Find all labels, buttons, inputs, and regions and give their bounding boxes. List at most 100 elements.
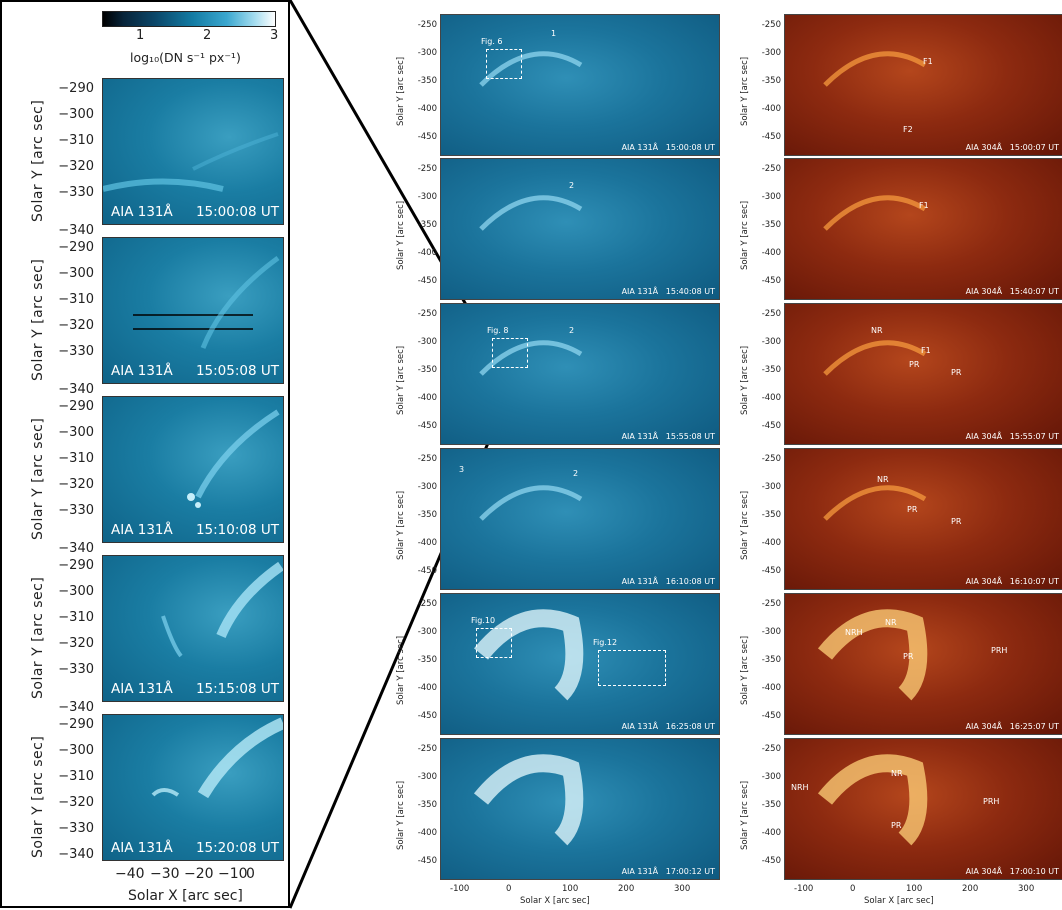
main-y-tick: -250	[751, 454, 781, 464]
zoom-y-tick: −300	[48, 107, 94, 122]
main-y-axis-label: Solar Y [arc sec]	[740, 346, 750, 415]
panel-instrument: AIA 304Å	[966, 287, 1003, 296]
main-x-axis-label: Solar X [arc sec]	[520, 896, 590, 906]
main-y-tick: -300	[751, 482, 781, 492]
panel-time: 16:10:08 UT	[658, 577, 715, 586]
main-y-tick: -400	[751, 683, 781, 693]
main-x-tick: 200	[618, 884, 634, 894]
main-panel-304-2: F1 AIA 304Å 15:40:07 UT	[784, 158, 1062, 300]
main-y-tick: -350	[751, 220, 781, 230]
zoom-y-axis-label: Solar Y [arc sec]	[30, 100, 46, 222]
panel-time: 15:00:07 UT	[1002, 143, 1059, 152]
panel-instrument: AIA 131Å	[622, 432, 659, 441]
main-x-tick: -100	[794, 884, 813, 894]
panel-annotation: Fig. 6	[481, 37, 503, 46]
zoom-y-tick: −320	[48, 318, 94, 333]
zoom-y-axis-label: Solar Y [arc sec]	[30, 577, 46, 699]
zoom-panel-4: AIA 131Å 15:15:08 UT	[102, 555, 284, 702]
zoom-y-tick: −330	[48, 185, 94, 200]
panel-annotation: PR	[891, 821, 901, 830]
main-y-axis-label: Solar Y [arc sec]	[396, 57, 406, 126]
zoom-x-axis-label: Solar X [arc sec]	[128, 888, 243, 904]
zoom-x-tick: −40	[115, 866, 145, 882]
main-y-tick: -450	[751, 566, 781, 576]
main-y-axis-label: Solar Y [arc sec]	[740, 636, 750, 705]
panel-time: 15:00:08 UT	[658, 143, 715, 152]
main-y-axis-label: Solar Y [arc sec]	[396, 781, 406, 850]
zoom-y-tick: −300	[48, 584, 94, 599]
panel-annotation: PR	[907, 505, 917, 514]
main-y-tick: -250	[751, 20, 781, 30]
main-y-tick: -450	[407, 856, 437, 866]
zoom-y-tick: −340	[48, 847, 94, 862]
main-y-tick: -250	[751, 744, 781, 754]
panel-annotation: F1	[921, 346, 931, 355]
zoom-y-tick: −300	[48, 743, 94, 758]
main-x-tick: 0	[506, 884, 511, 894]
main-y-tick: -350	[407, 220, 437, 230]
zoom-time: 15:05:08 UT	[196, 363, 279, 379]
panel-annotation: NR	[885, 618, 897, 627]
colorbar-tick: 3	[270, 28, 278, 43]
panel-annotation: 2	[569, 181, 574, 190]
main-panel-304-1: F1 F2 AIA 304Å 15:00:07 UT	[784, 14, 1062, 156]
panel-caption: AIA 304Å 15:55:07 UT	[966, 432, 1059, 441]
main-y-tick: -300	[407, 772, 437, 782]
zoom-instrument: AIA 131Å	[111, 204, 173, 220]
panel-time: 17:00:10 UT	[1002, 867, 1059, 876]
panel-annotation: NR	[891, 769, 903, 778]
main-y-tick: -250	[751, 309, 781, 319]
zoom-time: 15:20:08 UT	[196, 840, 279, 856]
panel-annotation: 3	[459, 465, 464, 474]
main-y-tick: -300	[407, 48, 437, 58]
panel-annotation: F1	[923, 57, 933, 66]
zoom-y-tick: −340	[48, 223, 94, 238]
zoom-y-tick: −310	[48, 610, 94, 625]
main-panel-131-1: Fig. 6 1 AIA 131Å 15:00:08 UT	[440, 14, 720, 156]
figure-reference-box	[476, 628, 512, 658]
figure-reference-box	[598, 650, 666, 686]
figure-reference-box	[486, 49, 522, 79]
zoom-instrument: AIA 131Å	[111, 522, 173, 538]
zoom-time: 15:15:08 UT	[196, 681, 279, 697]
zoom-y-tick: −290	[48, 240, 94, 255]
main-y-tick: -450	[751, 711, 781, 721]
main-y-tick: -450	[407, 421, 437, 431]
main-y-tick: -300	[407, 482, 437, 492]
main-panel-131-3: Fig. 8 2 AIA 131Å 15:55:08 UT	[440, 303, 720, 445]
main-y-tick: -400	[751, 248, 781, 258]
main-y-tick: -350	[407, 510, 437, 520]
panel-caption: AIA 304Å 15:40:07 UT	[966, 287, 1059, 296]
panel-time: 15:55:08 UT	[658, 432, 715, 441]
main-y-tick: -300	[407, 337, 437, 347]
zoom-y-tick: −300	[48, 425, 94, 440]
zoom-panel-5: AIA 131Å 15:20:08 UT	[102, 714, 284, 861]
main-y-tick: -400	[407, 248, 437, 258]
panel-caption: AIA 304Å 16:10:07 UT	[966, 577, 1059, 586]
panel-time: 16:25:08 UT	[658, 722, 715, 731]
zoom-y-tick: −310	[48, 292, 94, 307]
main-y-tick: -450	[751, 421, 781, 431]
panel-annotation: PR	[951, 517, 961, 526]
main-panel-304-5: NRH NR PR PRH AIA 304Å 16:25:07 UT	[784, 593, 1062, 735]
zoom-panel-1: AIA 131Å 15:00:08 UT	[102, 78, 284, 225]
main-y-tick: -300	[751, 48, 781, 58]
panel-instrument: AIA 304Å	[966, 143, 1003, 152]
panel-annotation: PR	[903, 652, 913, 661]
panel-instrument: AIA 304Å	[966, 577, 1003, 586]
panel-annotation: Fig.10	[471, 616, 495, 625]
main-y-axis-label: Solar Y [arc sec]	[396, 201, 406, 270]
main-y-tick: -450	[407, 711, 437, 721]
main-panel-131-5: Fig.10 Fig.12 AIA 131Å 16:25:08 UT	[440, 593, 720, 735]
panel-caption: AIA 131Å 16:25:08 UT	[622, 722, 715, 731]
main-y-tick: -350	[751, 655, 781, 665]
main-panel-131-4: 3 2 AIA 131Å 16:10:08 UT	[440, 448, 720, 590]
panel-instrument: AIA 304Å	[966, 867, 1003, 876]
zoom-y-axis-label: Solar Y [arc sec]	[30, 418, 46, 540]
panel-caption: AIA 131Å 15:55:08 UT	[622, 432, 715, 441]
main-x-tick: 300	[1018, 884, 1034, 894]
zoom-y-tick: −330	[48, 662, 94, 677]
zoom-y-tick: −320	[48, 795, 94, 810]
main-y-tick: -250	[751, 164, 781, 174]
zoom-y-tick: −310	[48, 451, 94, 466]
